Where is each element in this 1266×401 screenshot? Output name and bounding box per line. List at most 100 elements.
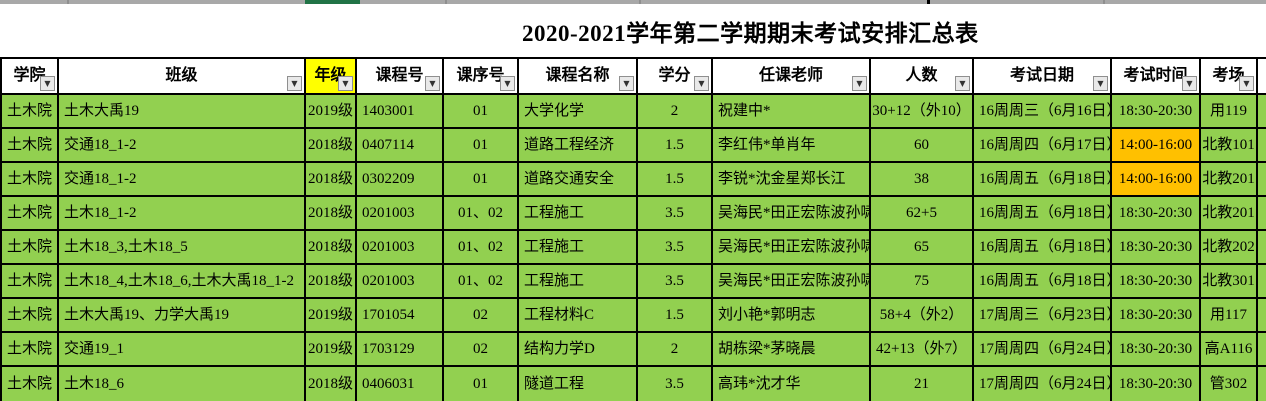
cell-course-seq[interactable]: 01、02 (444, 265, 519, 299)
cell-course-name[interactable]: 工程施工 (519, 231, 638, 265)
cell-teacher[interactable]: 刘小艳*郭明志 (713, 299, 871, 333)
cell-count[interactable]: 62+5 (871, 197, 974, 231)
cell-class[interactable]: 土木18_4,土木18_6,土木大禹18_1-2 (59, 265, 306, 299)
cell-teacher[interactable]: 高玮*沈才华 (713, 367, 871, 401)
filter-dropdown-icon[interactable]: ▼ (955, 76, 970, 91)
cell-exam-date[interactable]: 16周周三（6月16日） (974, 95, 1112, 129)
cell-course-id[interactable]: 0201003 (357, 197, 444, 231)
cell-credits[interactable]: 1.5 (638, 129, 713, 163)
cell-course-seq[interactable]: 02 (444, 333, 519, 367)
filter-dropdown-icon[interactable]: ▼ (287, 76, 302, 91)
cell-grade[interactable]: 2018级 (306, 163, 357, 197)
cell-college[interactable]: 土木院 (0, 129, 59, 163)
cell-exam-time[interactable]: 18:30-20:30 (1112, 367, 1201, 401)
cell-credits[interactable]: 1.5 (638, 299, 713, 333)
cell-grade[interactable]: 2018级 (306, 367, 357, 401)
cell-class[interactable]: 交通19_1 (59, 333, 306, 367)
filter-dropdown-icon[interactable]: ▼ (338, 76, 353, 91)
cell-course-seq[interactable]: 01 (444, 95, 519, 129)
cell-teacher[interactable]: 吴海民*田正宏陈波孙啸 (713, 197, 871, 231)
cell-exam-date[interactable]: 16周周五（6月18日） (974, 197, 1112, 231)
cell-class[interactable]: 土木大禹19、力学大禹19 (59, 299, 306, 333)
cell-course-name[interactable]: 工程材料C (519, 299, 638, 333)
cell-class[interactable]: 交通18_1-2 (59, 163, 306, 197)
cell-credits[interactable]: 1.5 (638, 163, 713, 197)
cell-teacher[interactable]: 吴海民*田正宏陈波孙啸 (713, 231, 871, 265)
cell-course-name[interactable]: 结构力学D (519, 333, 638, 367)
cell-course-name[interactable]: 工程施工 (519, 197, 638, 231)
cell-credits[interactable]: 2 (638, 333, 713, 367)
cell-grade[interactable]: 2018级 (306, 265, 357, 299)
cell-college[interactable]: 土木院 (0, 197, 59, 231)
filter-dropdown-icon[interactable]: ▼ (40, 76, 55, 91)
cell-course-seq[interactable]: 01 (444, 163, 519, 197)
cell-class[interactable]: 土木18_6 (59, 367, 306, 401)
cell-exam-room[interactable]: 北教301 (1201, 265, 1258, 299)
cell-grade[interactable]: 2019级 (306, 95, 357, 129)
cell-class[interactable]: 土木大禹19 (59, 95, 306, 129)
cell-count[interactable]: 65 (871, 231, 974, 265)
cell-college[interactable]: 土木院 (0, 95, 59, 129)
cell-exam-date[interactable]: 16周周五（6月18日） (974, 265, 1112, 299)
filter-dropdown-icon[interactable]: ▼ (694, 76, 709, 91)
filter-dropdown-icon[interactable]: ▼ (1182, 76, 1197, 91)
filter-dropdown-icon[interactable]: ▼ (500, 76, 515, 91)
cell-count[interactable]: 75 (871, 265, 974, 299)
cell-course-name[interactable]: 大学化学 (519, 95, 638, 129)
cell-exam-time[interactable]: 18:30-20:30 (1112, 95, 1201, 129)
cell-class[interactable]: 交通18_1-2 (59, 129, 306, 163)
cell-credits[interactable]: 3.5 (638, 197, 713, 231)
cell-class[interactable]: 土木18_3,土木18_5 (59, 231, 306, 265)
cell-course-seq[interactable]: 02 (444, 299, 519, 333)
cell-exam-date[interactable]: 17周周四（6月24日） (974, 333, 1112, 367)
filter-dropdown-icon[interactable]: ▼ (852, 76, 867, 91)
cell-count[interactable]: 60 (871, 129, 974, 163)
cell-exam-date[interactable]: 16周周五（6月18日） (974, 231, 1112, 265)
cell-count[interactable]: 38 (871, 163, 974, 197)
cell-course-name[interactable]: 工程施工 (519, 265, 638, 299)
cell-credits[interactable]: 2 (638, 95, 713, 129)
cell-exam-date[interactable]: 17周周四（6月24日） (974, 367, 1112, 401)
cell-course-id[interactable]: 1703129 (357, 333, 444, 367)
cell-teacher[interactable]: 胡栋梁*茅晓晨 (713, 333, 871, 367)
cell-exam-date[interactable]: 16周周五（6月18日） (974, 163, 1112, 197)
cell-course-id[interactable]: 0201003 (357, 231, 444, 265)
cell-course-seq[interactable]: 01、02 (444, 197, 519, 231)
cell-credits[interactable]: 3.5 (638, 367, 713, 401)
cell-course-id[interactable]: 0406031 (357, 367, 444, 401)
cell-grade[interactable]: 2019级 (306, 299, 357, 333)
cell-course-seq[interactable]: 01 (444, 367, 519, 401)
cell-college[interactable]: 土木院 (0, 231, 59, 265)
cell-exam-room[interactable]: 北教101 (1201, 129, 1258, 163)
cell-exam-time[interactable]: 18:30-20:30 (1112, 197, 1201, 231)
cell-exam-room[interactable]: 北教201 (1201, 163, 1258, 197)
filter-dropdown-icon[interactable]: ▼ (1239, 76, 1254, 91)
cell-count[interactable]: 42+13（外7） (871, 333, 974, 367)
cell-exam-date[interactable]: 17周周三（6月23日） (974, 299, 1112, 333)
cell-grade[interactable]: 2018级 (306, 197, 357, 231)
cell-course-seq[interactable]: 01、02 (444, 231, 519, 265)
cell-exam-date[interactable]: 16周周四（6月17日） (974, 129, 1112, 163)
cell-teacher[interactable]: 祝建中* (713, 95, 871, 129)
cell-class[interactable]: 土木18_1-2 (59, 197, 306, 231)
cell-credits[interactable]: 3.5 (638, 231, 713, 265)
filter-dropdown-icon[interactable]: ▼ (619, 76, 634, 91)
cell-exam-time[interactable]: 18:30-20:30 (1112, 265, 1201, 299)
cell-exam-room[interactable]: 用119 (1201, 95, 1258, 129)
cell-college[interactable]: 土木院 (0, 299, 59, 333)
cell-count[interactable]: 21 (871, 367, 974, 401)
cell-exam-time[interactable]: 18:30-20:30 (1112, 231, 1201, 265)
cell-teacher[interactable]: 李锐*沈金星郑长江 (713, 163, 871, 197)
cell-count[interactable]: 58+4（外2） (871, 299, 974, 333)
cell-college[interactable]: 土木院 (0, 163, 59, 197)
cell-course-name[interactable]: 隧道工程 (519, 367, 638, 401)
cell-credits[interactable]: 3.5 (638, 265, 713, 299)
filter-dropdown-icon[interactable]: ▼ (425, 76, 440, 91)
cell-exam-room[interactable]: 用117 (1201, 299, 1258, 333)
cell-grade[interactable]: 2018级 (306, 129, 357, 163)
cell-college[interactable]: 土木院 (0, 265, 59, 299)
cell-exam-time[interactable]: 14:00-16:00 (1112, 129, 1201, 163)
cell-course-id[interactable]: 1403001 (357, 95, 444, 129)
cell-course-seq[interactable]: 01 (444, 129, 519, 163)
cell-exam-room[interactable]: 北教201 (1201, 197, 1258, 231)
